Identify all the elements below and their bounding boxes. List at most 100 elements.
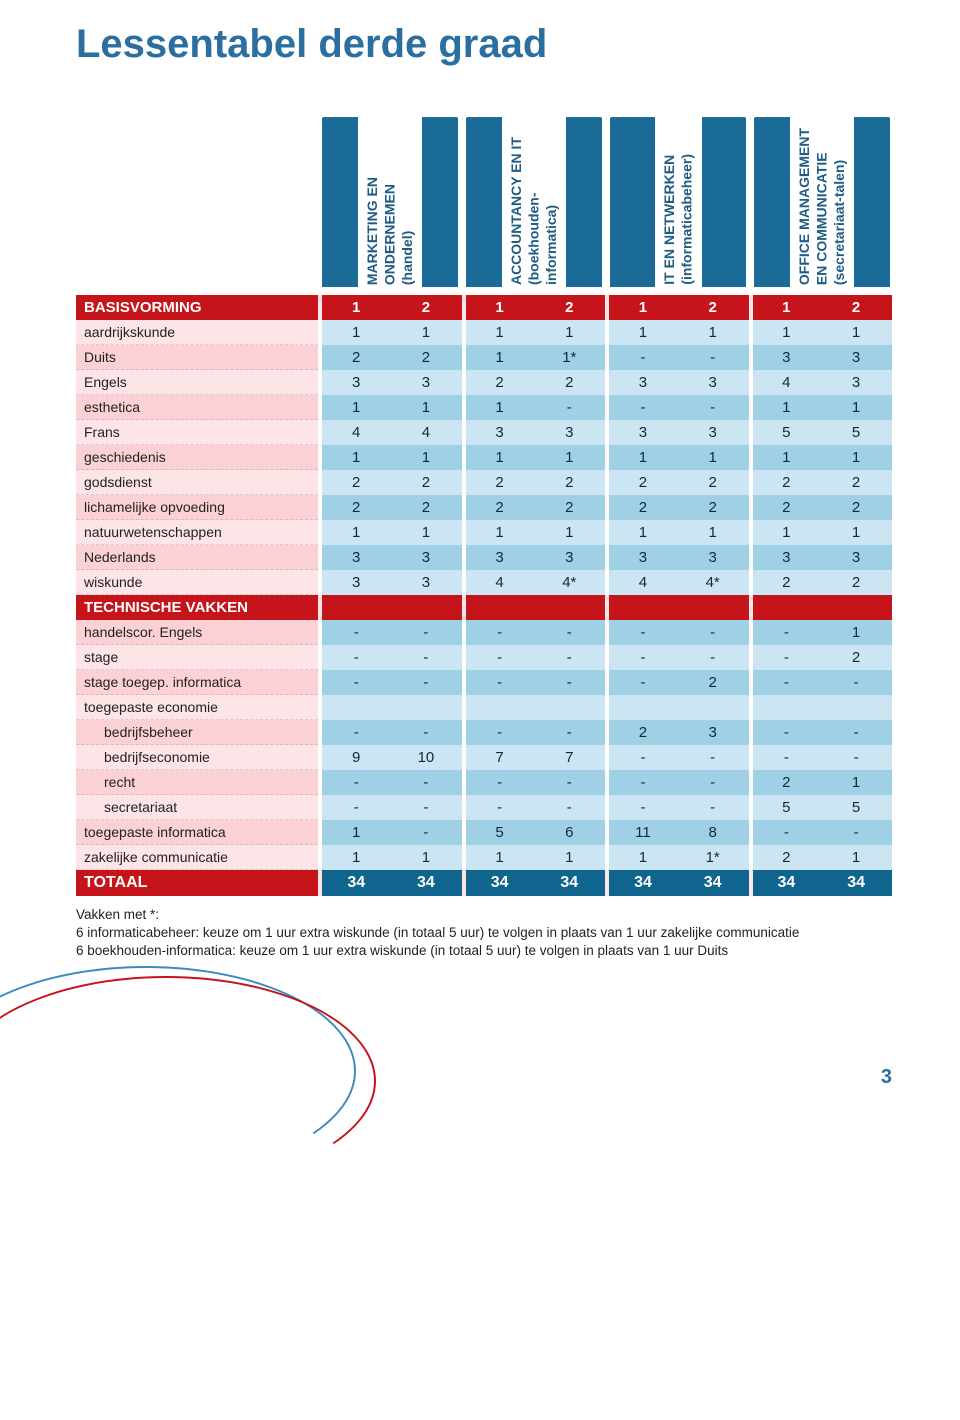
table-cell: - (677, 645, 749, 670)
row-label: Nederlands (76, 545, 318, 570)
table-cell: - (390, 770, 462, 795)
section-header: BASISVORMING12121212 (76, 295, 892, 320)
table-cell (318, 695, 390, 720)
table-cell: 1 (462, 845, 534, 870)
table-cell: 2 (390, 345, 462, 370)
table-cell: 9 (318, 745, 390, 770)
table-cell: 1 (533, 320, 605, 345)
table-cell: 1 (318, 520, 390, 545)
table-cell: 1 (820, 445, 892, 470)
table-cell: 1 (605, 845, 677, 870)
table-cell: 2 (318, 495, 390, 520)
table-cell: 1 (605, 445, 677, 470)
table-cell: 1 (462, 520, 534, 545)
table-cell: - (820, 745, 892, 770)
table-cell: 2 (462, 370, 534, 395)
table-cell: - (820, 820, 892, 845)
table-cell: 1 (605, 320, 677, 345)
program-label: IT EN NETWERKEN (informaticabeheer) (661, 154, 696, 285)
table-cell: 2 (749, 495, 821, 520)
table-cell: 2 (820, 495, 892, 520)
table-cell: - (749, 820, 821, 845)
row-label: godsdienst (76, 470, 318, 495)
table-cell: 4* (533, 570, 605, 595)
table-cell: 2 (820, 470, 892, 495)
program-header: OFFICE MANAGEMENT EN COMMUNICATIE (secre… (752, 97, 892, 287)
table-cell: 7 (533, 745, 605, 770)
table-cell: 3 (677, 720, 749, 745)
table-cell: - (605, 395, 677, 420)
table-cell: 4 (462, 570, 534, 595)
table-cell: 1 (820, 845, 892, 870)
table-cell: 2 (605, 470, 677, 495)
table-cell: 5 (749, 420, 821, 445)
table-row: secretariaat------55 (76, 795, 892, 820)
table-cell: 1 (533, 845, 605, 870)
row-label: Frans (76, 420, 318, 445)
table-cell: 1 (677, 320, 749, 345)
section-label: BASISVORMING (76, 295, 318, 320)
total-label: TOTAAL (76, 870, 318, 896)
table-cell: 4 (390, 420, 462, 445)
table-cell: 1 (820, 520, 892, 545)
table-cell: 1 (318, 445, 390, 470)
page-title: Lessentabel derde graad (76, 22, 892, 67)
table-cell: 3 (820, 345, 892, 370)
table-cell: - (749, 670, 821, 695)
footnote-line2: 6 boekhouden-informatica: keuze om 1 uur… (76, 943, 728, 958)
table-cell: - (533, 395, 605, 420)
table-row: Nederlands33333333 (76, 545, 892, 570)
table-cell: 1 (677, 520, 749, 545)
table-cell: - (677, 395, 749, 420)
table-cell: 5 (820, 795, 892, 820)
table-cell: 3 (462, 420, 534, 445)
table-cell: - (677, 745, 749, 770)
table-cell: 3 (533, 420, 605, 445)
table-cell: - (462, 670, 534, 695)
table-cell: - (749, 720, 821, 745)
table-cell: - (605, 620, 677, 645)
row-label: Duits (76, 345, 318, 370)
footnote-line1: 6 informaticabeheer: keuze om 1 uur extr… (76, 925, 799, 940)
row-label: handelscor. Engels (76, 620, 318, 645)
table-cell: 1 (462, 445, 534, 470)
table-cell: 2 (318, 470, 390, 495)
table-cell: - (462, 795, 534, 820)
row-label: wiskunde (76, 570, 318, 595)
table-cell: 2 (749, 770, 821, 795)
table-cell: 3 (677, 420, 749, 445)
table-cell: - (533, 620, 605, 645)
table-cell: 3 (605, 545, 677, 570)
table-row: wiskunde3344*44*22 (76, 570, 892, 595)
table-cell: 1 (318, 320, 390, 345)
row-label: aardrijkskunde (76, 320, 318, 345)
table-cell: 3 (318, 370, 390, 395)
table-cell (462, 695, 534, 720)
table-cell: - (677, 795, 749, 820)
row-label: toegepaste informatica (76, 820, 318, 845)
row-label: stage toegep. informatica (76, 670, 318, 695)
table-cell: 4 (318, 420, 390, 445)
table-cell: 1* (677, 845, 749, 870)
table-row: geschiedenis11111111 (76, 445, 892, 470)
row-label: recht (76, 770, 318, 795)
table-cell: - (318, 795, 390, 820)
table-cell: 2 (390, 470, 462, 495)
table-cell: 3 (318, 570, 390, 595)
table-row: aardrijkskunde11111111 (76, 320, 892, 345)
table-cell: - (605, 745, 677, 770)
program-header: MARKETING EN ONDERNEMEN (handel) (320, 97, 460, 287)
footnote: Vakken met *: 6 informaticabeheer: keuze… (76, 906, 892, 961)
table-cell: 2 (677, 470, 749, 495)
table-row: stage toegep. informatica-----2-- (76, 670, 892, 695)
program-header: ACCOUNTANCY EN IT (boekhouden- informati… (464, 97, 604, 287)
program-label: MARKETING EN ONDERNEMEN (handel) (364, 177, 417, 285)
program-headers: MARKETING EN ONDERNEMEN (handel) ACCOUNTA… (76, 97, 892, 287)
table-cell: 3 (533, 545, 605, 570)
program-header: IT EN NETWERKEN (informaticabeheer) (608, 97, 748, 287)
table-cell: - (677, 620, 749, 645)
table-cell: 3 (390, 570, 462, 595)
table-cell: 1 (390, 395, 462, 420)
table-row: godsdienst22222222 (76, 470, 892, 495)
row-label: Engels (76, 370, 318, 395)
